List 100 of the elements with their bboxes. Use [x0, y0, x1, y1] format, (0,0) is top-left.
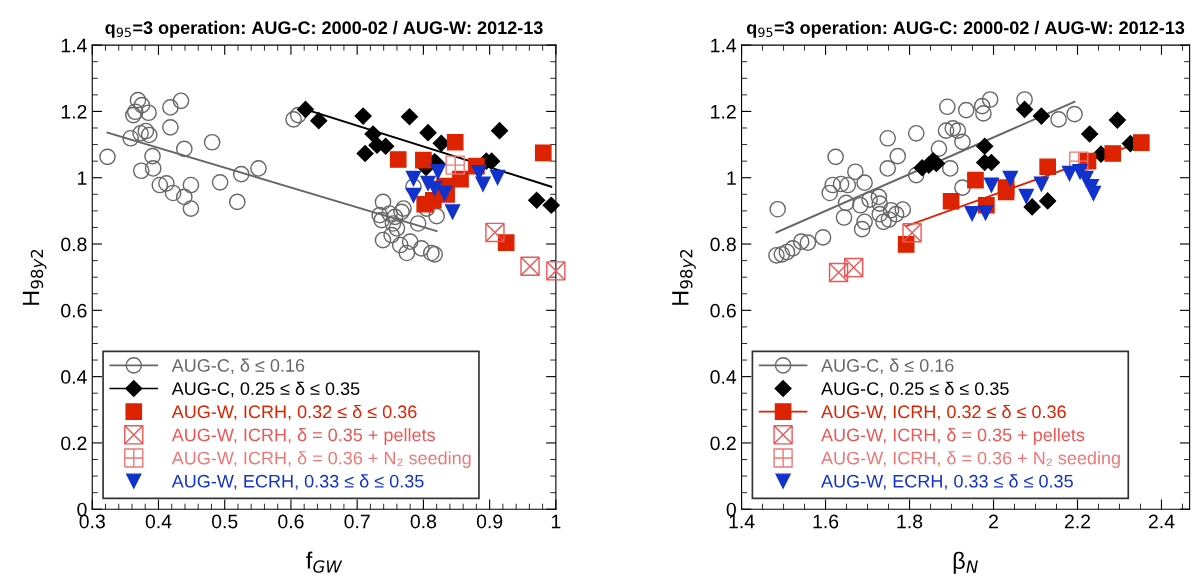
point	[799, 234, 817, 252]
point	[839, 176, 857, 194]
point	[792, 233, 810, 251]
point	[423, 244, 440, 262]
x-tick-label: 0.4	[145, 514, 172, 529]
point	[1033, 176, 1050, 192]
point	[976, 137, 994, 155]
point	[528, 191, 546, 209]
x-tick-label: 0.5	[211, 514, 238, 529]
y-tick-label: 0.8	[710, 237, 736, 252]
point	[828, 262, 849, 283]
point	[389, 151, 407, 168]
legend-label: AUG-C, δ ≤ 0.16	[171, 358, 305, 374]
point	[354, 107, 372, 125]
y-tick-label: 1.2	[61, 104, 87, 119]
point	[957, 101, 975, 119]
point	[856, 213, 873, 231]
point	[1081, 125, 1099, 143]
point	[182, 200, 200, 217]
point	[907, 124, 925, 142]
point	[1002, 170, 1018, 187]
point	[415, 151, 432, 169]
point	[289, 106, 307, 124]
point	[941, 160, 959, 177]
point	[769, 200, 787, 218]
point	[384, 215, 402, 232]
point	[879, 129, 897, 147]
point	[870, 188, 888, 206]
legend-label: AUG-W, ICRH, 0.32 ≤ δ ≤ 0.36	[171, 404, 417, 421]
point	[491, 122, 509, 140]
legend-label: AUG-C, 0.25 ≤ δ ≤ 0.35	[821, 381, 1009, 398]
point	[880, 211, 898, 228]
x-axis-title: f$_{GW}$	[306, 551, 343, 573]
y-tick-label: 0.6	[710, 303, 736, 318]
point	[162, 99, 179, 116]
point	[902, 223, 922, 243]
point	[428, 207, 445, 225]
point	[1039, 158, 1057, 176]
point	[419, 124, 437, 142]
point	[1066, 105, 1083, 123]
x-tick-label: 0.7	[344, 514, 370, 529]
point	[430, 164, 446, 180]
point	[882, 201, 900, 219]
x-tick-label: 1.6	[813, 514, 839, 529]
point	[832, 175, 850, 193]
legend-label: AUG-W, ICRH, δ = 0.36 + N₂ seeding	[171, 451, 471, 469]
point	[954, 133, 971, 151]
point	[285, 111, 302, 128]
y-tick-label: 1.2	[711, 104, 736, 119]
chart-title: q$_{95}$=3 operation: AUG-C: 2000-02 / AUG-W: 2012-13	[746, 20, 1185, 38]
point	[129, 91, 147, 109]
point	[475, 176, 491, 192]
point	[889, 147, 907, 165]
point	[1108, 111, 1126, 129]
point	[821, 184, 839, 202]
point	[310, 112, 328, 130]
y-tick-label: 0.2	[61, 436, 87, 451]
point	[172, 92, 190, 110]
point	[977, 205, 994, 221]
point	[887, 205, 905, 223]
point	[140, 126, 158, 144]
legend-label: AUG-W, ICRH, δ = 0.35 + pellets	[171, 428, 435, 445]
point	[837, 194, 855, 212]
x-tick-label: 2	[989, 514, 998, 529]
point	[871, 195, 889, 212]
point	[374, 231, 392, 249]
point	[144, 147, 161, 165]
point	[1050, 111, 1067, 128]
point	[1032, 107, 1050, 125]
point	[211, 174, 229, 191]
y-tick-label: 0.6	[61, 303, 87, 318]
point	[784, 240, 802, 257]
y-tick-label: 0.4	[61, 370, 87, 384]
point	[99, 148, 116, 166]
point	[405, 187, 422, 203]
point	[967, 171, 984, 189]
legend-label: AUG-W, ICRH, δ = 0.36 + N₂ seeding	[821, 451, 1120, 469]
point	[983, 177, 1000, 193]
point	[400, 108, 419, 126]
point	[381, 205, 398, 222]
point	[1023, 198, 1041, 216]
point	[158, 175, 175, 192]
x-tick-label: 1.8	[897, 514, 923, 529]
point	[356, 144, 374, 163]
point	[1132, 134, 1150, 151]
point	[534, 144, 552, 162]
y-tick-label: 0.2	[710, 436, 736, 451]
point	[416, 195, 434, 213]
point	[852, 196, 869, 214]
legend-label: AUG-C, δ ≤ 0.16	[821, 358, 954, 374]
point	[132, 124, 149, 142]
point	[835, 209, 853, 226]
point	[1104, 145, 1122, 162]
point	[140, 104, 157, 122]
point	[250, 160, 267, 177]
point	[843, 257, 864, 278]
point	[1016, 91, 1033, 108]
x-tick-label: 0.6	[278, 514, 304, 529]
point	[405, 170, 422, 187]
point	[907, 166, 925, 184]
